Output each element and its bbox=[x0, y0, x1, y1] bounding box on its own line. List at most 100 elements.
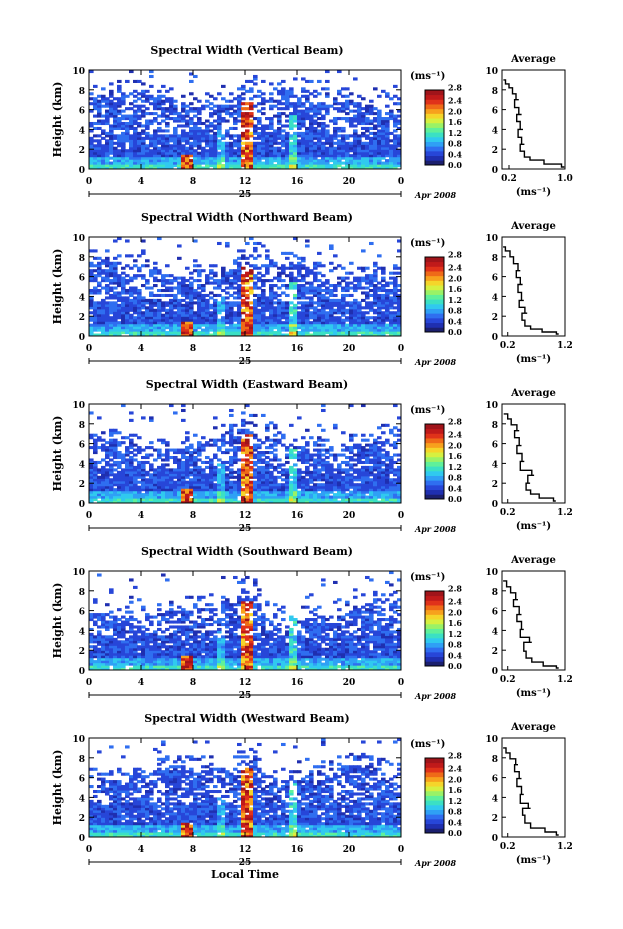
panel-title: Spectral Width (Vertical Beam) bbox=[150, 44, 343, 57]
panel-1: Spectral Width (Northward Beam) 0 2 4 6 8 10 He… bbox=[51, 211, 573, 367]
colorbar-swatch bbox=[425, 642, 444, 648]
colorbar-swatch bbox=[425, 257, 444, 263]
colorbar-swatch bbox=[425, 609, 444, 615]
profile-frame bbox=[501, 69, 566, 170]
colorbar-tick-label: 1.2 bbox=[448, 462, 462, 472]
y-tick-label: 2 bbox=[79, 480, 85, 490]
colorbar-tick-label: 2.4 bbox=[448, 96, 462, 106]
colorbar-tick-label: 2.8 bbox=[448, 250, 462, 260]
y-tick-label: 10 bbox=[72, 735, 85, 745]
x-tick-label: 8 bbox=[190, 678, 196, 688]
y-tick-label: 0 bbox=[79, 834, 85, 844]
x-tick-label: 20 bbox=[343, 678, 356, 688]
y-tick-label: 6 bbox=[79, 608, 85, 618]
colorbar-swatch bbox=[425, 456, 444, 462]
x-tick-label: 0 bbox=[86, 177, 92, 187]
heatmap-cells bbox=[89, 237, 401, 336]
colorbar-swatch bbox=[425, 809, 444, 815]
colorbar-swatch bbox=[425, 327, 444, 333]
colorbar-tick-label: 0.8 bbox=[448, 640, 462, 650]
colorbar-swatch bbox=[425, 136, 444, 142]
y-tick-label: 4 bbox=[79, 460, 85, 470]
colorbar-label: (ms⁻¹) bbox=[410, 572, 445, 583]
y-tick-label: 10 bbox=[72, 568, 85, 578]
panel-4: Spectral Width (Westward Beam) 0 2 4 6 8 10 Hei… bbox=[51, 712, 573, 868]
panel-2: Spectral Width (Eastward Beam) 0 2 4 6 8 10 Hei… bbox=[51, 378, 573, 534]
y-tick-label: 6 bbox=[79, 274, 85, 284]
profile-y-tick-label: 0 bbox=[492, 500, 498, 510]
profile-y-tick-label: 6 bbox=[492, 274, 498, 284]
panel-0: Spectral Width (Vertical Beam) 0 2 4 6 8 10 Hei… bbox=[51, 44, 573, 200]
colorbar-swatch bbox=[425, 767, 444, 773]
profile-x-axis-label: (ms⁻¹) bbox=[516, 521, 551, 532]
colorbar-tick-label: 2.8 bbox=[448, 417, 462, 427]
colorbar-tick-label: 2.4 bbox=[448, 263, 462, 273]
colorbar-tick-label: 1.6 bbox=[448, 117, 462, 127]
colorbar-swatch bbox=[425, 595, 444, 601]
profile-y-tick-label: 4 bbox=[492, 293, 498, 303]
colorbar-swatch bbox=[425, 786, 444, 792]
colorbar-swatch bbox=[425, 619, 444, 625]
colorbar-tick-label: 2.0 bbox=[448, 106, 462, 116]
colorbar-swatch bbox=[425, 132, 444, 138]
colorbar-tick-label: 0.4 bbox=[448, 316, 462, 326]
colorbar-swatch bbox=[425, 160, 444, 166]
colorbar-swatch bbox=[425, 651, 444, 658]
x-tick-label: 0 bbox=[398, 845, 404, 855]
profile-y-tick-label: 8 bbox=[492, 755, 498, 765]
colorbar-swatch bbox=[425, 442, 444, 448]
colorbar-swatch bbox=[425, 795, 444, 801]
y-tick-label: 2 bbox=[79, 146, 85, 156]
colorbar-swatch bbox=[425, 322, 444, 328]
colorbar-tick-label: 0.4 bbox=[448, 817, 462, 827]
profile-y-tick-label: 8 bbox=[492, 421, 498, 431]
x-tick-label: 12 bbox=[239, 845, 252, 855]
x-tick-label: 16 bbox=[291, 678, 304, 688]
colorbar-tick-label: 2.4 bbox=[448, 764, 462, 774]
colorbar-swatch bbox=[425, 280, 444, 286]
y-tick-label: 2 bbox=[79, 814, 85, 824]
profile-y-tick-label: 10 bbox=[485, 67, 498, 77]
colorbar-tick-label: 0.8 bbox=[448, 807, 462, 817]
colorbar-swatch bbox=[425, 591, 444, 597]
x-tick-label: 4 bbox=[138, 511, 144, 521]
x-tick-label: 16 bbox=[291, 344, 304, 354]
colorbar-swatch bbox=[425, 758, 444, 764]
colorbar-swatch bbox=[425, 470, 444, 476]
y-axis-label: Height (km) bbox=[51, 416, 64, 492]
colorbar-swatch bbox=[425, 781, 444, 787]
profile-y-tick-label: 6 bbox=[492, 107, 498, 117]
colorbar-tick-label: 0.4 bbox=[448, 483, 462, 493]
colorbar-swatch bbox=[425, 489, 444, 495]
y-tick-label: 2 bbox=[79, 313, 85, 323]
y-tick-label: 8 bbox=[79, 588, 85, 598]
y-tick-label: 6 bbox=[79, 107, 85, 117]
x-tick-label: 12 bbox=[239, 511, 252, 521]
profile-y-tick-label: 10 bbox=[485, 735, 498, 745]
x-tick-label: 4 bbox=[138, 344, 144, 354]
colorbar-swatch bbox=[425, 466, 444, 472]
colorbar-tick-label: 2.0 bbox=[448, 440, 462, 450]
profile-line bbox=[503, 413, 556, 502]
colorbar-label: (ms⁻¹) bbox=[410, 238, 445, 249]
colorbar-swatch bbox=[425, 628, 444, 634]
colorbar-swatch bbox=[425, 289, 444, 295]
colorbar-swatch bbox=[425, 104, 444, 110]
x-tick-label: 4 bbox=[138, 177, 144, 187]
colorbar-tick-label: 0.8 bbox=[448, 306, 462, 316]
colorbar-swatch bbox=[425, 614, 444, 620]
colorbar-swatch bbox=[425, 623, 444, 629]
colorbar-swatch bbox=[425, 633, 444, 639]
profile-x-tick-label: 0.2 bbox=[501, 174, 517, 184]
profile-frame bbox=[501, 236, 566, 337]
profile-x-tick-label: 0.2 bbox=[500, 341, 516, 351]
date-label: Apr 2008 bbox=[414, 357, 457, 367]
x-tick-label: 4 bbox=[138, 845, 144, 855]
colorbar-tick-label: 1.6 bbox=[448, 451, 462, 461]
profile-y-tick-label: 8 bbox=[492, 588, 498, 598]
heatmap-cells bbox=[89, 738, 401, 837]
colorbar-swatch bbox=[425, 461, 444, 467]
colorbar-swatch bbox=[425, 271, 444, 277]
x-tick-label: 20 bbox=[343, 344, 356, 354]
colorbar-tick-label: 2.0 bbox=[448, 273, 462, 283]
